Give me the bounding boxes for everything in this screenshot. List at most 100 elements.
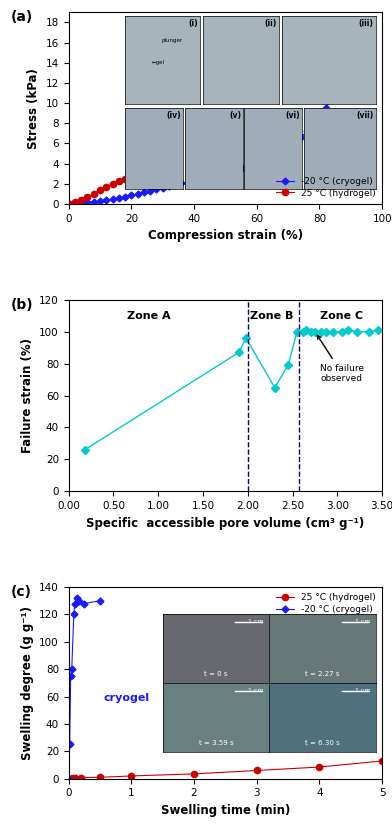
-20 °C (cryogel) [229, 166, 234, 176]
-20 °C (cryogel) [267, 155, 272, 165]
-20 °C (cryogel) [211, 171, 215, 180]
25 °C (hydrogel) [98, 185, 102, 195]
-20 °C (cryogel) [154, 185, 159, 194]
-20 °C (cryogel) [110, 194, 115, 204]
25 °C (hydrogel) [85, 192, 90, 202]
25 °C (hydrogel) [69, 774, 74, 784]
Text: (b): (b) [11, 297, 33, 311]
Text: Zone A: Zone A [127, 311, 171, 321]
-20 °C (cryogel) [79, 198, 83, 208]
-20 °C (cryogel) [298, 133, 303, 143]
-20 °C (cryogel) [198, 174, 203, 184]
-20 °C (cryogel) [73, 199, 77, 208]
Line: -20 °C (cryogel): -20 °C (cryogel) [66, 18, 372, 206]
25 °C (hydrogel) [129, 771, 134, 781]
Text: Zone C: Zone C [320, 311, 363, 321]
25 °C (hydrogel) [254, 765, 259, 775]
-20 °C (cryogel) [160, 183, 165, 193]
-20 °C (cryogel) [167, 181, 171, 191]
25 °C (hydrogel) [98, 772, 102, 782]
-20 °C (cryogel) [204, 172, 209, 182]
-20 °C (cryogel) [311, 119, 316, 129]
-20 °C (cryogel) [248, 162, 253, 171]
X-axis label: Swelling time (min): Swelling time (min) [161, 804, 290, 817]
25 °C (hydrogel) [129, 173, 134, 183]
25 °C (hydrogel) [380, 756, 385, 765]
Text: Zone B: Zone B [250, 311, 294, 321]
-20 °C (cryogel) [317, 111, 322, 121]
25 °C (hydrogel) [317, 762, 322, 772]
-20 °C (cryogel) [71, 610, 76, 620]
X-axis label: Specific  accessible pore volume (cm³ g⁻¹): Specific accessible pore volume (cm³ g⁻¹… [86, 517, 365, 530]
Legend: -20 °C (cryogel), 25 °C (hydrogel): -20 °C (cryogel), 25 °C (hydrogel) [274, 176, 377, 199]
-20 °C (cryogel) [185, 177, 190, 187]
25 °C (hydrogel) [104, 182, 109, 192]
25 °C (hydrogel) [66, 199, 71, 209]
25 °C (hydrogel) [123, 174, 127, 184]
Text: No failure
observed: No failure observed [318, 335, 364, 383]
Line: 25 °C (hydrogel): 25 °C (hydrogel) [65, 758, 385, 782]
X-axis label: Compression strain (%): Compression strain (%) [148, 229, 303, 242]
Y-axis label: Stress (kPa): Stress (kPa) [27, 68, 40, 148]
25 °C (hydrogel) [73, 198, 77, 208]
Legend: 25 °C (hydrogel), -20 °C (cryogel): 25 °C (hydrogel), -20 °C (cryogel) [274, 592, 377, 616]
-20 °C (cryogel) [273, 152, 278, 162]
-20 °C (cryogel) [286, 143, 290, 153]
-20 °C (cryogel) [179, 178, 184, 188]
-20 °C (cryogel) [135, 189, 140, 199]
Line: 25 °C (hydrogel): 25 °C (hydrogel) [65, 175, 147, 207]
-20 °C (cryogel) [123, 192, 127, 202]
-20 °C (cryogel) [104, 195, 109, 205]
-20 °C (cryogel) [73, 598, 77, 608]
Text: (c): (c) [11, 585, 32, 599]
-20 °C (cryogel) [82, 598, 87, 608]
-20 °C (cryogel) [67, 739, 72, 749]
-20 °C (cryogel) [148, 186, 152, 196]
-20 °C (cryogel) [173, 180, 178, 190]
-20 °C (cryogel) [305, 126, 309, 136]
-20 °C (cryogel) [261, 157, 265, 167]
-20 °C (cryogel) [342, 68, 347, 77]
Text: cryogel: cryogel [103, 693, 149, 703]
Line: -20 °C (cryogel): -20 °C (cryogel) [66, 596, 102, 781]
25 °C (hydrogel) [91, 189, 96, 199]
25 °C (hydrogel) [116, 176, 121, 185]
-20 °C (cryogel) [361, 27, 366, 37]
-20 °C (cryogel) [292, 138, 297, 148]
-20 °C (cryogel) [68, 671, 73, 681]
-20 °C (cryogel) [77, 596, 82, 606]
Text: (a): (a) [11, 11, 33, 25]
25 °C (hydrogel) [79, 195, 83, 205]
-20 °C (cryogel) [242, 163, 247, 173]
25 °C (hydrogel) [73, 773, 77, 783]
-20 °C (cryogel) [66, 774, 71, 784]
25 °C (hydrogel) [135, 177, 140, 187]
Y-axis label: Failure strain (%): Failure strain (%) [20, 338, 34, 453]
-20 °C (cryogel) [129, 190, 134, 200]
25 °C (hydrogel) [142, 180, 146, 190]
-20 °C (cryogel) [85, 198, 90, 208]
-20 °C (cryogel) [98, 596, 102, 606]
-20 °C (cryogel) [330, 93, 334, 103]
-20 °C (cryogel) [336, 81, 341, 91]
-20 °C (cryogel) [279, 147, 284, 157]
-20 °C (cryogel) [142, 187, 146, 197]
25 °C (hydrogel) [79, 773, 83, 783]
Y-axis label: Swelling degree (g g⁻¹): Swelling degree (g g⁻¹) [20, 606, 34, 760]
-20 °C (cryogel) [66, 199, 71, 209]
-20 °C (cryogel) [98, 196, 102, 206]
-20 °C (cryogel) [348, 53, 353, 63]
-20 °C (cryogel) [355, 42, 359, 52]
-20 °C (cryogel) [91, 197, 96, 207]
-20 °C (cryogel) [217, 169, 221, 179]
-20 °C (cryogel) [74, 593, 79, 603]
25 °C (hydrogel) [192, 769, 196, 779]
-20 °C (cryogel) [236, 165, 240, 175]
-20 °C (cryogel) [192, 176, 196, 185]
-20 °C (cryogel) [116, 194, 121, 204]
-20 °C (cryogel) [367, 16, 372, 26]
25 °C (hydrogel) [110, 179, 115, 189]
-20 °C (cryogel) [69, 664, 74, 674]
-20 °C (cryogel) [323, 103, 328, 113]
-20 °C (cryogel) [223, 168, 228, 178]
